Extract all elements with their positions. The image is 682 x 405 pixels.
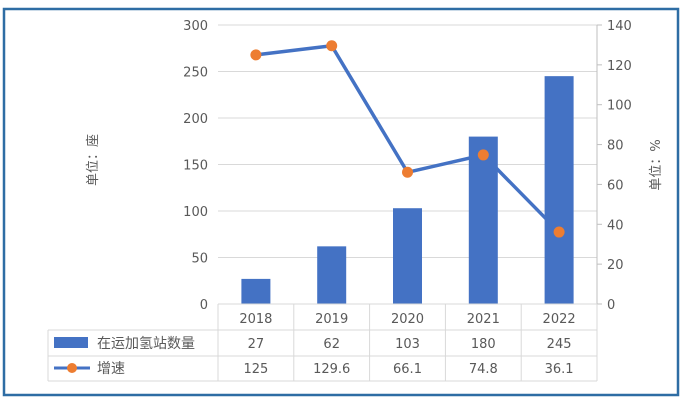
- x-tick-label: 2022: [543, 312, 576, 327]
- bar: [393, 208, 422, 304]
- table-cell: 129.6: [313, 362, 350, 377]
- table-cell: 36.1: [545, 362, 574, 377]
- line-marker: [553, 226, 565, 238]
- y-tick-label: 150: [183, 159, 208, 174]
- legend-label: 在运加氢站数量: [97, 336, 195, 352]
- x-tick-label: 2018: [239, 312, 272, 327]
- line-marker: [477, 149, 489, 161]
- y-tick-label: 100: [183, 205, 208, 220]
- table-cell: 27: [248, 337, 265, 352]
- table-cell: 245: [547, 337, 572, 352]
- table-cell: 180: [471, 337, 496, 352]
- y2-tick-label: 60: [607, 178, 624, 193]
- table-cell: 125: [243, 362, 268, 377]
- x-tick-label: 2019: [315, 312, 348, 327]
- y-tick-label: 200: [183, 112, 208, 127]
- table-cell: 62: [323, 337, 340, 352]
- y-axis-label: 单位：座: [86, 134, 101, 186]
- legend-label: 增速: [97, 361, 125, 377]
- bar: [241, 278, 271, 304]
- y2-tick-label: 40: [607, 218, 624, 233]
- y-tick-label: 50: [191, 252, 208, 267]
- legend-marker-swatch: [67, 363, 77, 373]
- y2-tick-label: 20: [607, 258, 624, 273]
- y2-axis-label: 单位：%: [649, 139, 664, 190]
- table-cell: 66.1: [393, 362, 422, 377]
- y-tick-label: 300: [183, 19, 208, 34]
- line-marker: [250, 49, 262, 61]
- y-tick-label: 250: [183, 66, 208, 81]
- growth-line: [255, 43, 561, 234]
- table-cell: 103: [395, 337, 420, 352]
- x-tick-label: 2020: [391, 312, 424, 327]
- bar: [317, 246, 347, 304]
- y-tick-label: 0: [200, 298, 208, 313]
- legend-bar-swatch: [54, 337, 88, 348]
- table-cell: 74.8: [469, 362, 498, 377]
- y2-tick-label: 0: [607, 298, 615, 313]
- line-marker: [326, 40, 338, 52]
- y2-tick-label: 140: [607, 19, 632, 34]
- chart-frame: [2, 7, 680, 397]
- y2-tick-label: 100: [607, 99, 632, 114]
- bar: [544, 76, 574, 305]
- line-marker: [402, 166, 413, 178]
- y2-tick-label: 80: [607, 139, 624, 154]
- bar: [468, 136, 498, 304]
- x-tick-label: 2021: [467, 312, 500, 327]
- y2-tick-label: 120: [607, 59, 632, 74]
